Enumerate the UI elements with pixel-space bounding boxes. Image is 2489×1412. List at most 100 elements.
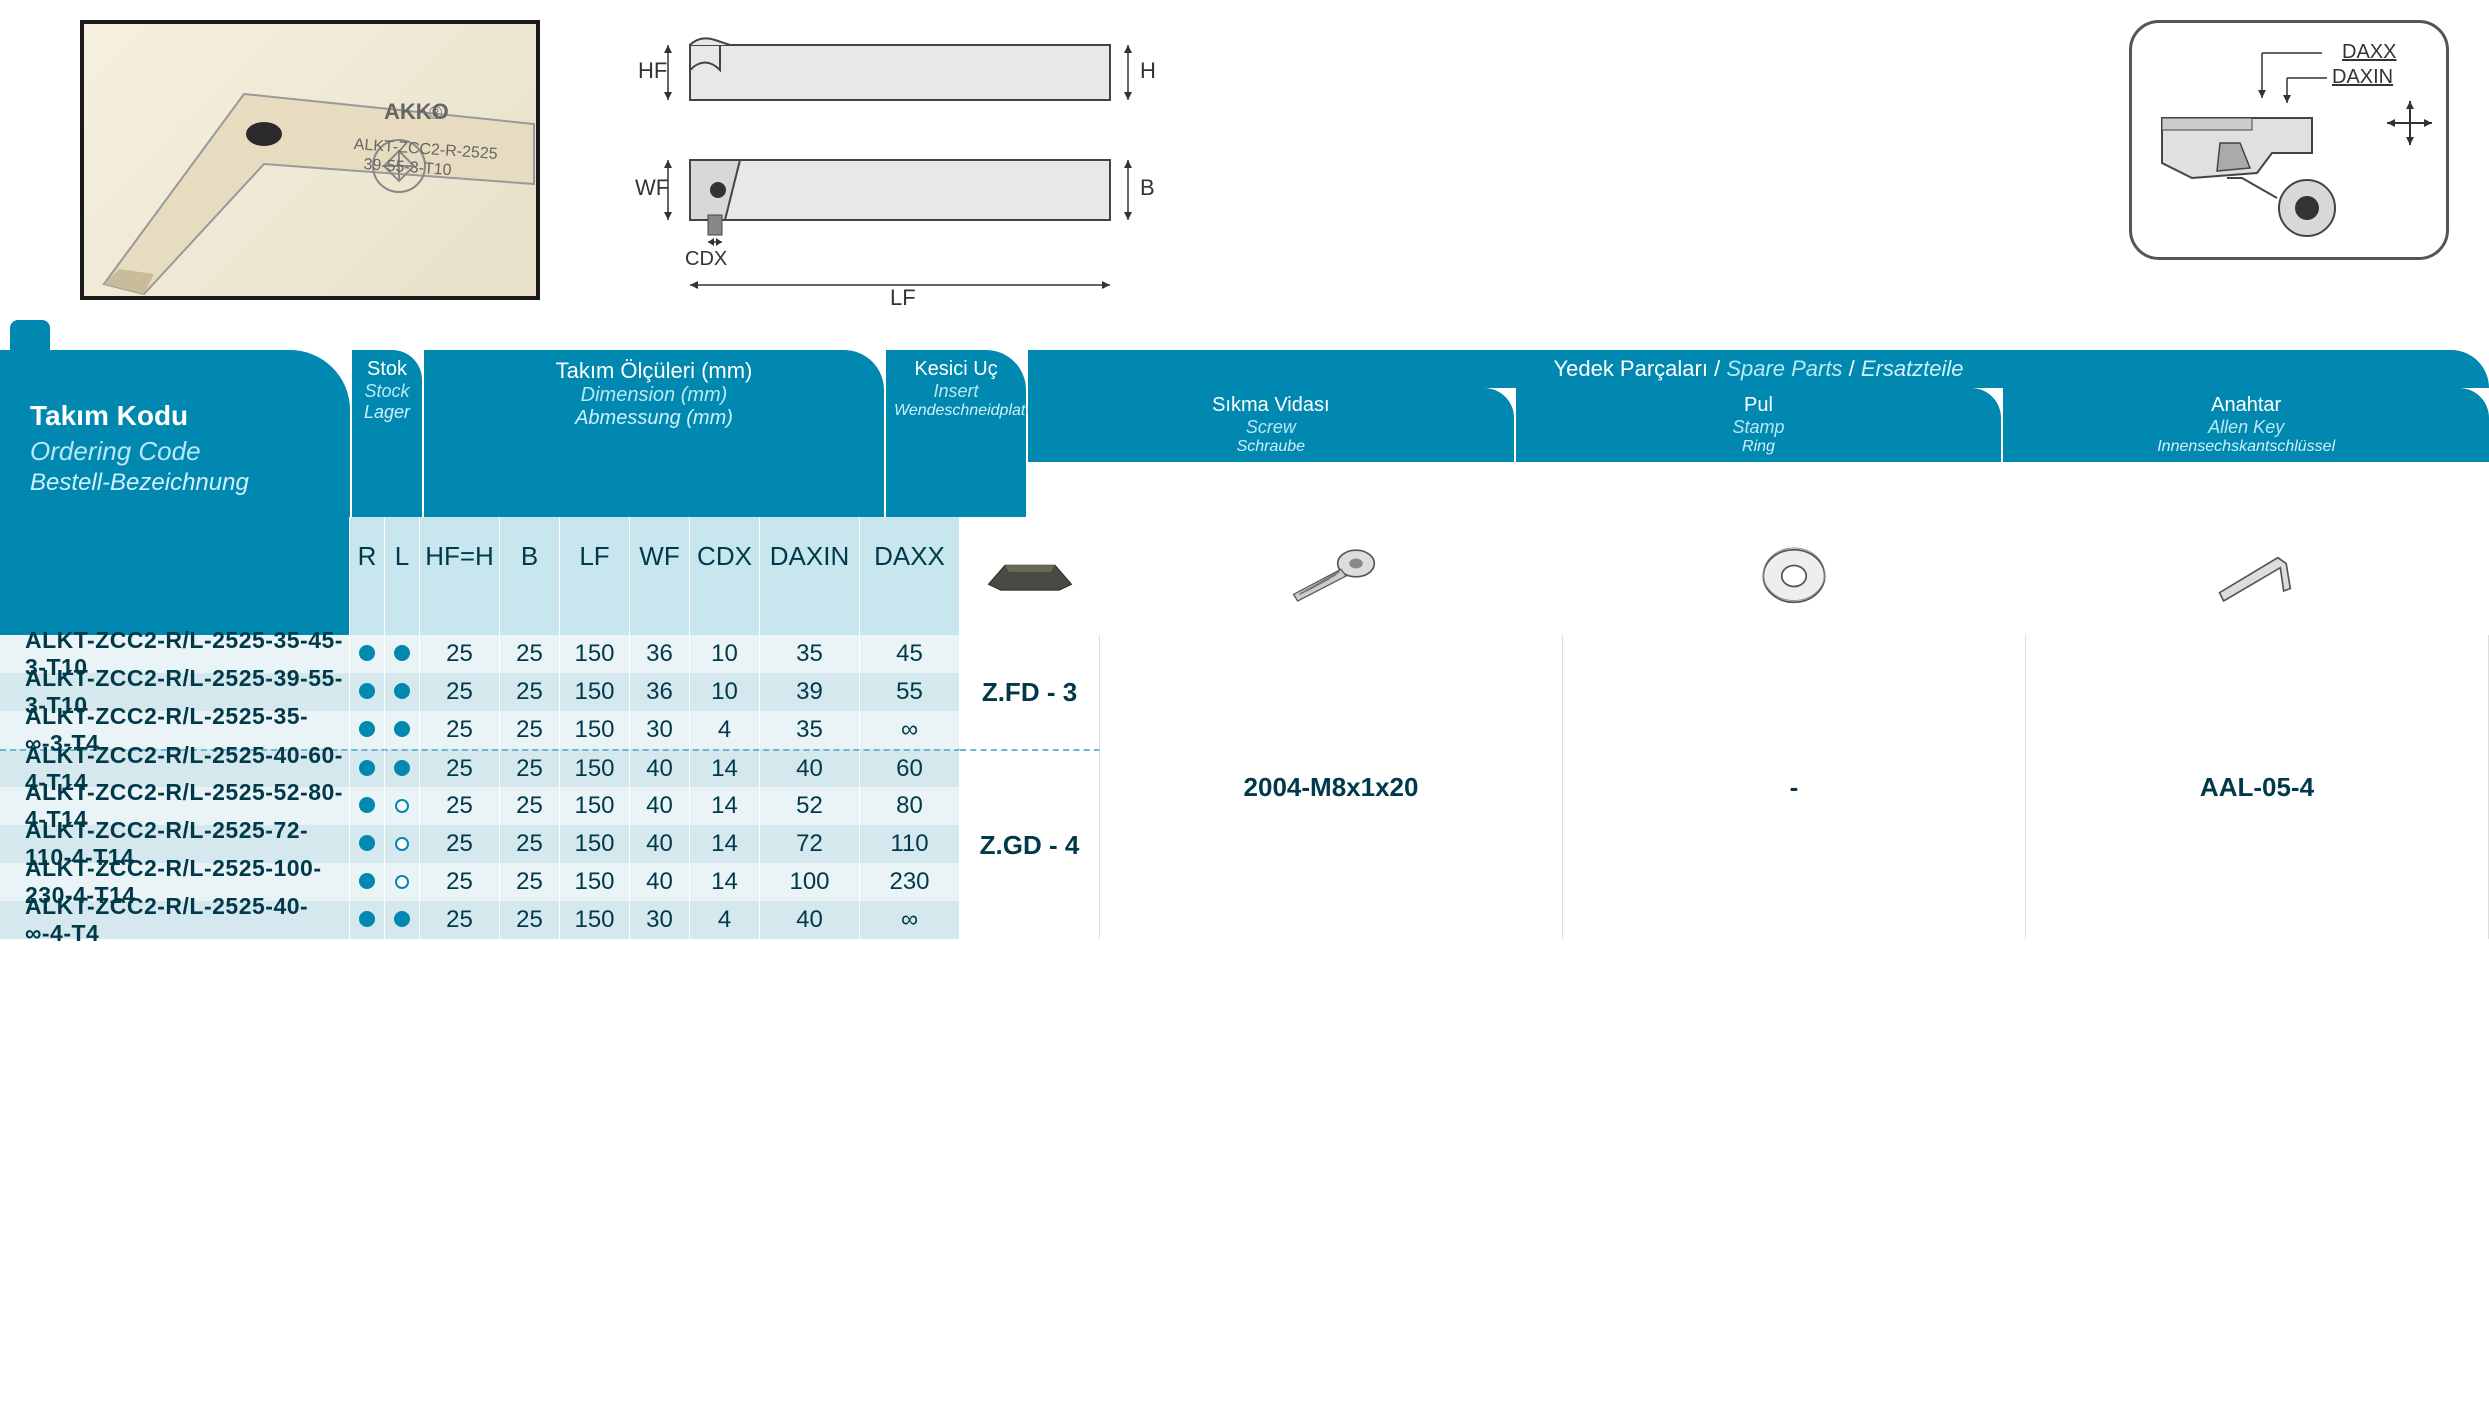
insert-merged-column: Z.FD - 3Z.GD - 4 [960,635,1100,939]
label-wf: WF [635,175,669,200]
cell-stock-r [350,825,385,863]
label-b: B [1140,175,1155,200]
cell-stock-l [385,673,420,711]
cell-wf: 30 [630,901,690,939]
cell-stock-l [385,787,420,825]
subheader-blank [0,517,350,635]
subheader-daxx: DAXX [860,517,960,635]
cell-stock-l [385,750,420,788]
cell-cdx: 14 [690,825,760,863]
technical-diagram: HF H WF B CDX LF [600,20,2069,320]
cell-cdx: 14 [690,750,760,788]
cell-daxx: 55 [860,673,960,711]
cell-wf: 36 [630,635,690,673]
screw-icon [1100,517,1563,635]
cell-stock-l [385,635,420,673]
cell-lf: 150 [560,787,630,825]
label-daxx: DAXX [2342,41,2396,63]
product-photo: ® AKKO ALKT-ZCC2-R-2525 39-55-3-T10 [80,20,540,300]
spec-table: Takım Kodu Ordering Code Bestell-Bezeich… [0,350,2489,939]
cell-hf: 25 [420,825,500,863]
cell-daxx: 80 [860,787,960,825]
washer-icon [1563,517,2026,635]
cell-cdx: 10 [690,673,760,711]
cell-lf: 150 [560,673,630,711]
value-key: AAL-05-4 [2026,635,2489,939]
cell-stock-l [385,711,420,749]
cell-cdx: 4 [690,711,760,749]
header-ordering-code: Takım Kodu Ordering Code Bestell-Bezeich… [0,350,350,517]
header-ordering-code-de: Bestell-Bezeichnung [30,469,330,497]
table-body: ALKT-ZCC2-R/L-2525-35-45-3-T102525150361… [0,635,960,939]
header-stock: Stok Stock Lager [352,350,422,517]
header-screw: Sıkma Vidası Screw Schraube [1028,388,1514,462]
cell-hf: 25 [420,673,500,711]
cell-code: ALKT-ZCC2-R/L-2525-40-∞-4-T4 [0,888,350,952]
cell-lf: 150 [560,825,630,863]
label-daxin: DAXIN [2332,66,2393,88]
cell-b: 25 [500,901,560,939]
cell-hf: 25 [420,711,500,749]
table-header-row: Takım Kodu Ordering Code Bestell-Bezeich… [0,350,2489,517]
cell-daxin: 39 [760,673,860,711]
cell-lf: 150 [560,863,630,901]
cell-daxin: 35 [760,711,860,749]
subheader-r: R [350,517,385,635]
cell-wf: 40 [630,863,690,901]
header-spare-parts: Yedek Parçaları / Spare Parts / Ersatzte… [1028,350,2489,517]
header-stamp: Pul Stamp Ring [1516,388,2002,462]
cell-stock-r [350,635,385,673]
spare-values-row: Z.FD - 3Z.GD - 4 2004-M8x1x20 - AAL-05-4 [960,635,2489,939]
table-subheader-row: R L HF=H B LF WF CDX DAXIN DAXX [0,517,2489,635]
cell-daxin: 35 [760,635,860,673]
cell-stock-r [350,787,385,825]
cell-daxx: 60 [860,750,960,788]
cell-cdx: 14 [690,787,760,825]
cell-insert: Z.GD - 4 [960,749,1100,939]
cell-stock-r [350,673,385,711]
insert-icon [960,517,1100,635]
cell-daxin: 72 [760,825,860,863]
cell-stock-r [350,750,385,788]
label-cdx: CDX [685,248,727,270]
cell-daxin: 40 [760,750,860,788]
cell-stock-r [350,711,385,749]
cell-b: 25 [500,825,560,863]
cell-insert: Z.FD - 3 [960,635,1100,749]
cell-wf: 40 [630,825,690,863]
header-insert: Kesici Uç Insert Wendeschneidplatte [886,350,1026,517]
header-ordering-code-en: Ordering Code [30,436,330,467]
cell-b: 25 [500,750,560,788]
brand-label: AKKO [384,99,449,124]
value-screw: 2004-M8x1x20 [1100,635,1563,939]
header-key: Anahtar Allen Key Innensechskantschlüsse… [2003,388,2489,462]
subheader-daxin: DAXIN [760,517,860,635]
cell-lf: 150 [560,901,630,939]
header-ordering-code-tr: Takım Kodu [30,400,330,432]
subheader-hf: HF=H [420,517,500,635]
cell-wf: 40 [630,787,690,825]
subheader-wf: WF [630,517,690,635]
subheader-l: L [385,517,420,635]
cell-cdx: 4 [690,901,760,939]
cell-stock-l [385,863,420,901]
cell-lf: 150 [560,635,630,673]
label-h: H [1140,58,1156,83]
header-dimensions: Takım Ölçüleri (mm) Dimension (mm) Abmes… [424,350,884,517]
cell-lf: 150 [560,711,630,749]
subheader-cdx: CDX [690,517,760,635]
cell-b: 25 [500,673,560,711]
cell-stock-l [385,825,420,863]
cell-cdx: 14 [690,863,760,901]
cell-hf: 25 [420,635,500,673]
cell-daxx: 110 [860,825,960,863]
label-lf: LF [890,285,916,310]
cell-lf: 150 [560,750,630,788]
cell-hf: 25 [420,863,500,901]
cell-hf: 25 [420,901,500,939]
detail-diagram: DAXX DAXIN [2129,20,2449,260]
cell-hf: 25 [420,750,500,788]
cell-hf: 25 [420,787,500,825]
cell-daxin: 40 [760,901,860,939]
cell-b: 25 [500,711,560,749]
